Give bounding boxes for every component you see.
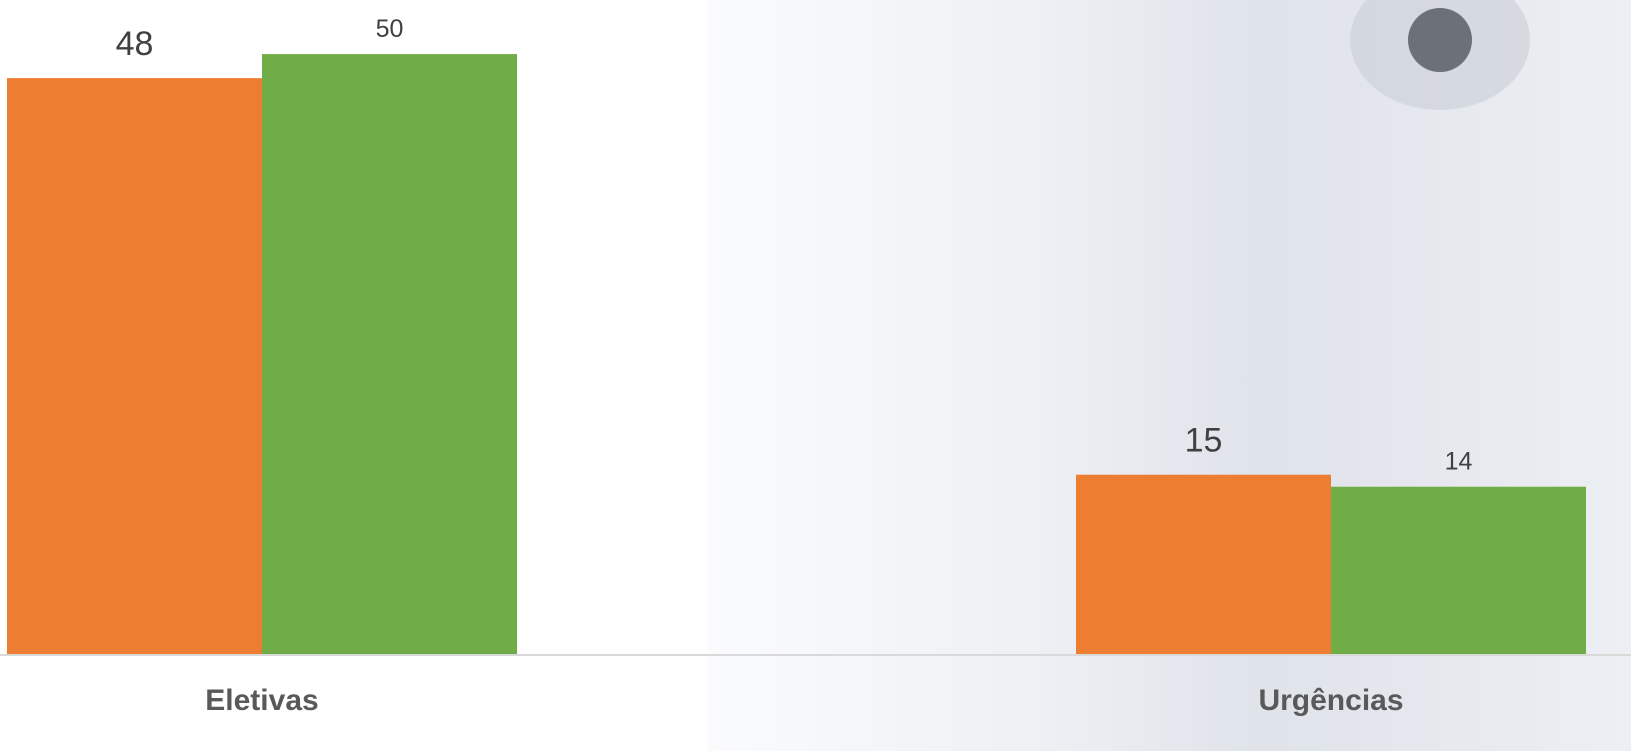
x-tick-label: Eletivas [205, 684, 318, 717]
bar [262, 54, 517, 655]
data-label: 15 [1185, 421, 1223, 459]
bar [1331, 486, 1586, 655]
bar [1076, 474, 1331, 655]
data-label: 48 [116, 25, 154, 63]
stethoscope-head [1408, 8, 1472, 72]
data-label: 14 [1445, 448, 1473, 476]
plot: Eletivas 48 50 Urgências 15 14 [7, 15, 1586, 717]
data-label: 50 [376, 15, 404, 43]
x-tick-label: Urgências [1258, 684, 1403, 717]
bar [7, 78, 262, 655]
